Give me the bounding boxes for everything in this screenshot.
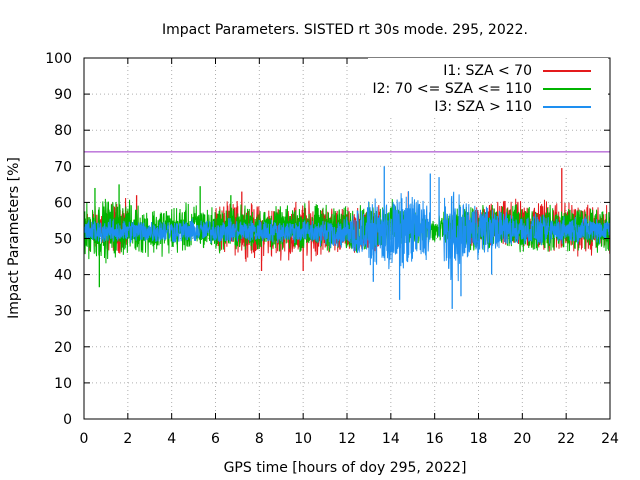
series-layer — [83, 166, 611, 309]
legend-label-i1: I1: SZA < 70 — [443, 63, 532, 79]
legend-label-i3: I3: SZA > 110 — [434, 99, 532, 115]
x-tick-label: 8 — [255, 431, 264, 447]
ticks — [83, 57, 611, 420]
y-tick-label: 50 — [54, 232, 72, 248]
x-tick-label: 22 — [557, 431, 575, 447]
y-tick-label: 90 — [54, 87, 72, 103]
tick-labels: 0 2 4 6 8 10 12 14 16 18 20 22 240102030405060708090… — [45, 51, 619, 447]
y-tick-label: 100 — [45, 51, 72, 67]
y-axis-label: Impact Parameters [%] — [6, 157, 22, 319]
x-tick-label: 14 — [382, 431, 400, 447]
chart-title: Impact Parameters. SISTED rt 30s mode. 2… — [162, 22, 528, 38]
series-line-i3 — [83, 191, 611, 282]
x-tick-label: 10 — [294, 431, 312, 447]
x-tick-label: 18 — [470, 431, 488, 447]
y-tick-label: 30 — [54, 304, 72, 320]
y-tick-label: 10 — [54, 376, 72, 392]
legend: I1: SZA < 70 I2: 70 <= SZA <= 110 I3: SZ… — [368, 58, 608, 118]
y-tick-label: 40 — [54, 268, 72, 284]
y-tick-label: 20 — [54, 340, 72, 356]
y-tick-label: 0 — [63, 412, 72, 428]
y-tick-label: 80 — [54, 123, 72, 139]
x-tick-label: 6 — [211, 431, 220, 447]
x-tick-label: 2 — [123, 431, 132, 447]
x-tick-label: 12 — [338, 431, 356, 447]
y-tick-label: 60 — [54, 195, 72, 211]
x-tick-label: 0 — [80, 431, 89, 447]
x-tick-label: 16 — [426, 431, 444, 447]
y-tick-label: 70 — [54, 159, 72, 175]
legend-label-i2: I2: 70 <= SZA <= 110 — [372, 81, 532, 97]
x-axis-label: GPS time [hours of doy 295, 2022] — [224, 460, 467, 476]
x-tick-label: 24 — [601, 431, 619, 447]
x-tick-label: 4 — [167, 431, 176, 447]
x-tick-label: 20 — [513, 431, 531, 447]
